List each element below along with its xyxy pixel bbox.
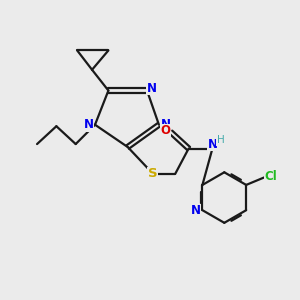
Text: N: N: [160, 118, 170, 131]
Text: O: O: [160, 124, 170, 137]
Text: N: N: [207, 138, 218, 151]
Text: S: S: [148, 167, 158, 180]
Text: N: N: [146, 82, 157, 95]
Text: N: N: [83, 118, 94, 131]
Text: Cl: Cl: [264, 169, 277, 182]
Text: H: H: [217, 135, 225, 145]
Text: N: N: [191, 204, 201, 217]
